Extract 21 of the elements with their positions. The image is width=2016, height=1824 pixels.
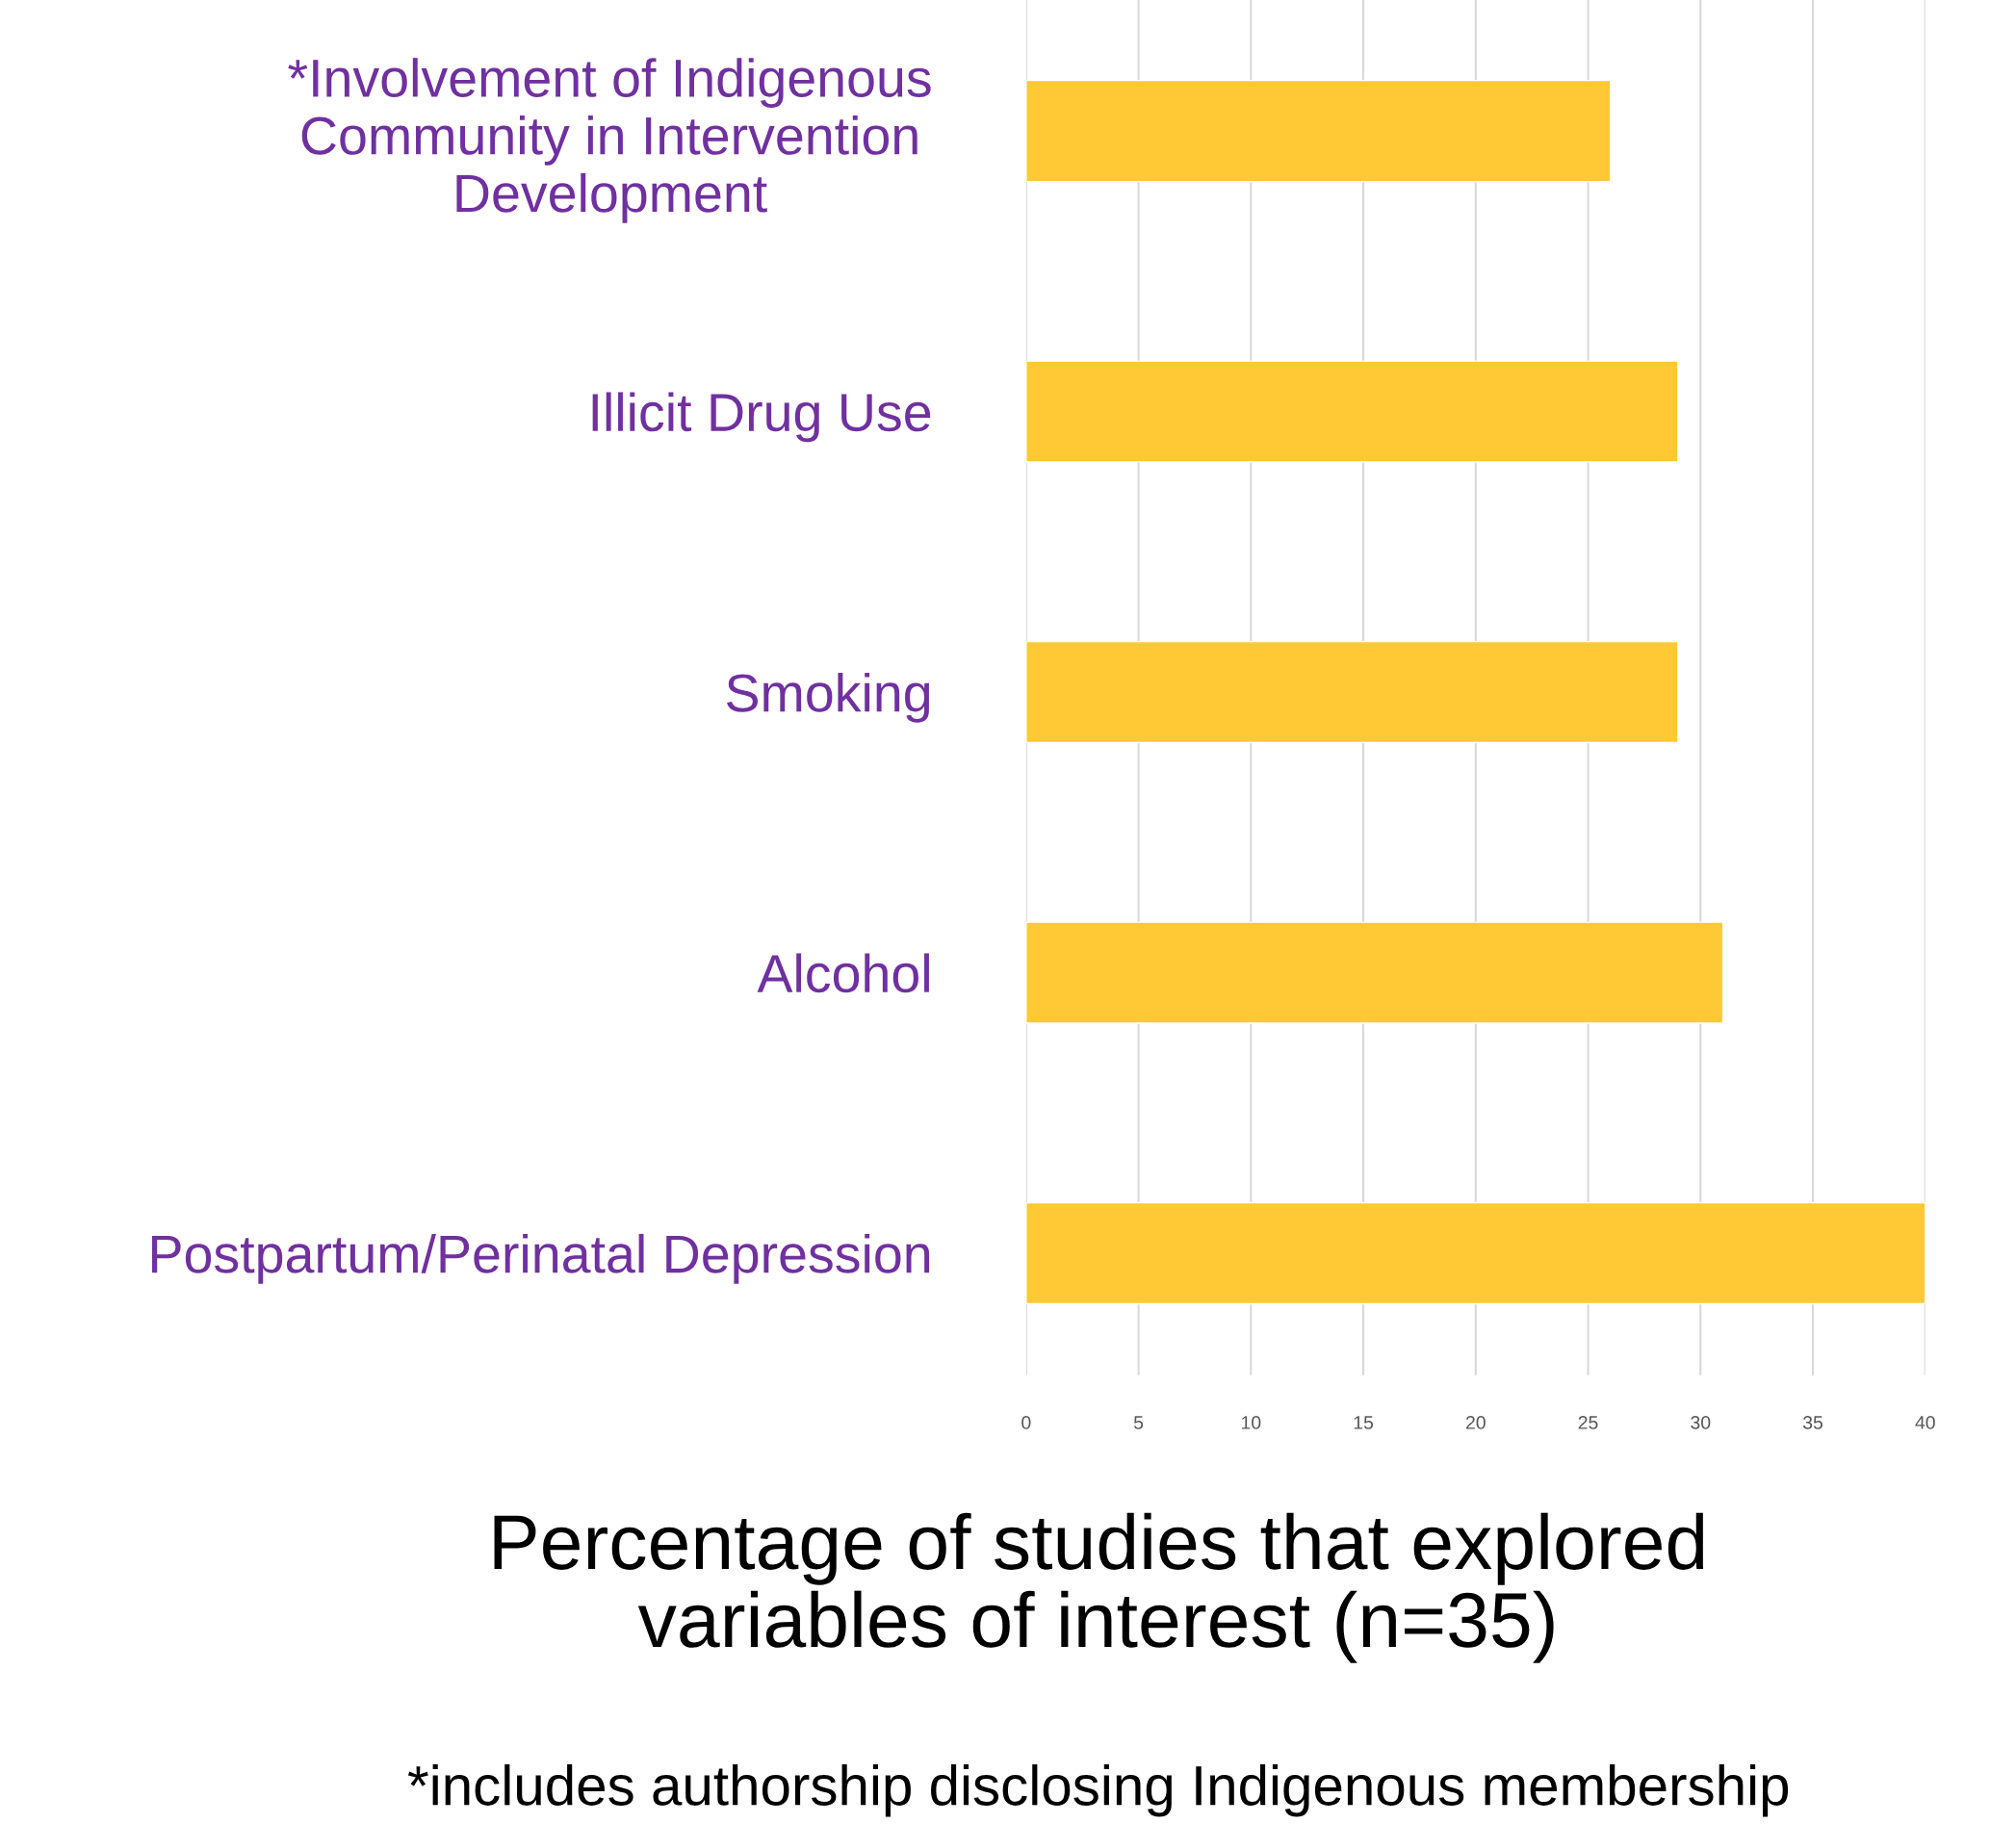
text: *includes authorship disclosing Indigenous membership	[407, 1764, 1789, 1817]
bar	[1025, 1201, 1926, 1305]
bar	[1025, 921, 1724, 1024]
x-tick-label: 35	[1802, 1416, 1823, 1429]
x-tick-label: 15	[1354, 1416, 1374, 1429]
x-axis-title: Percentage of studies that explored variables of interest (n=35)	[494, 1512, 1704, 1663]
bar	[1025, 79, 1612, 183]
y-tick-label: Alcohol	[757, 953, 929, 993]
y-tick-label: Illicit Drug Use	[592, 392, 931, 443]
bar	[1025, 360, 1679, 463]
x-tick-label: 0	[1021, 1416, 1031, 1429]
x-tick-label: 40	[1915, 1416, 1935, 1429]
x-tick-label: 20	[1465, 1416, 1486, 1429]
y-tick-label: Smoking	[727, 672, 930, 723]
x-tick-label: 10	[1242, 1416, 1261, 1429]
x-tick-label: 25	[1578, 1416, 1598, 1429]
y-tick-label: *Involvement of Indigenous Community in Intervention Development	[288, 58, 931, 223]
bar	[1025, 640, 1679, 744]
y-tick-label: Postpartum/Perinatal Depression	[152, 1233, 930, 1284]
x-tick-label: 5	[1133, 1416, 1144, 1429]
x-tick-label: 30	[1691, 1416, 1711, 1429]
